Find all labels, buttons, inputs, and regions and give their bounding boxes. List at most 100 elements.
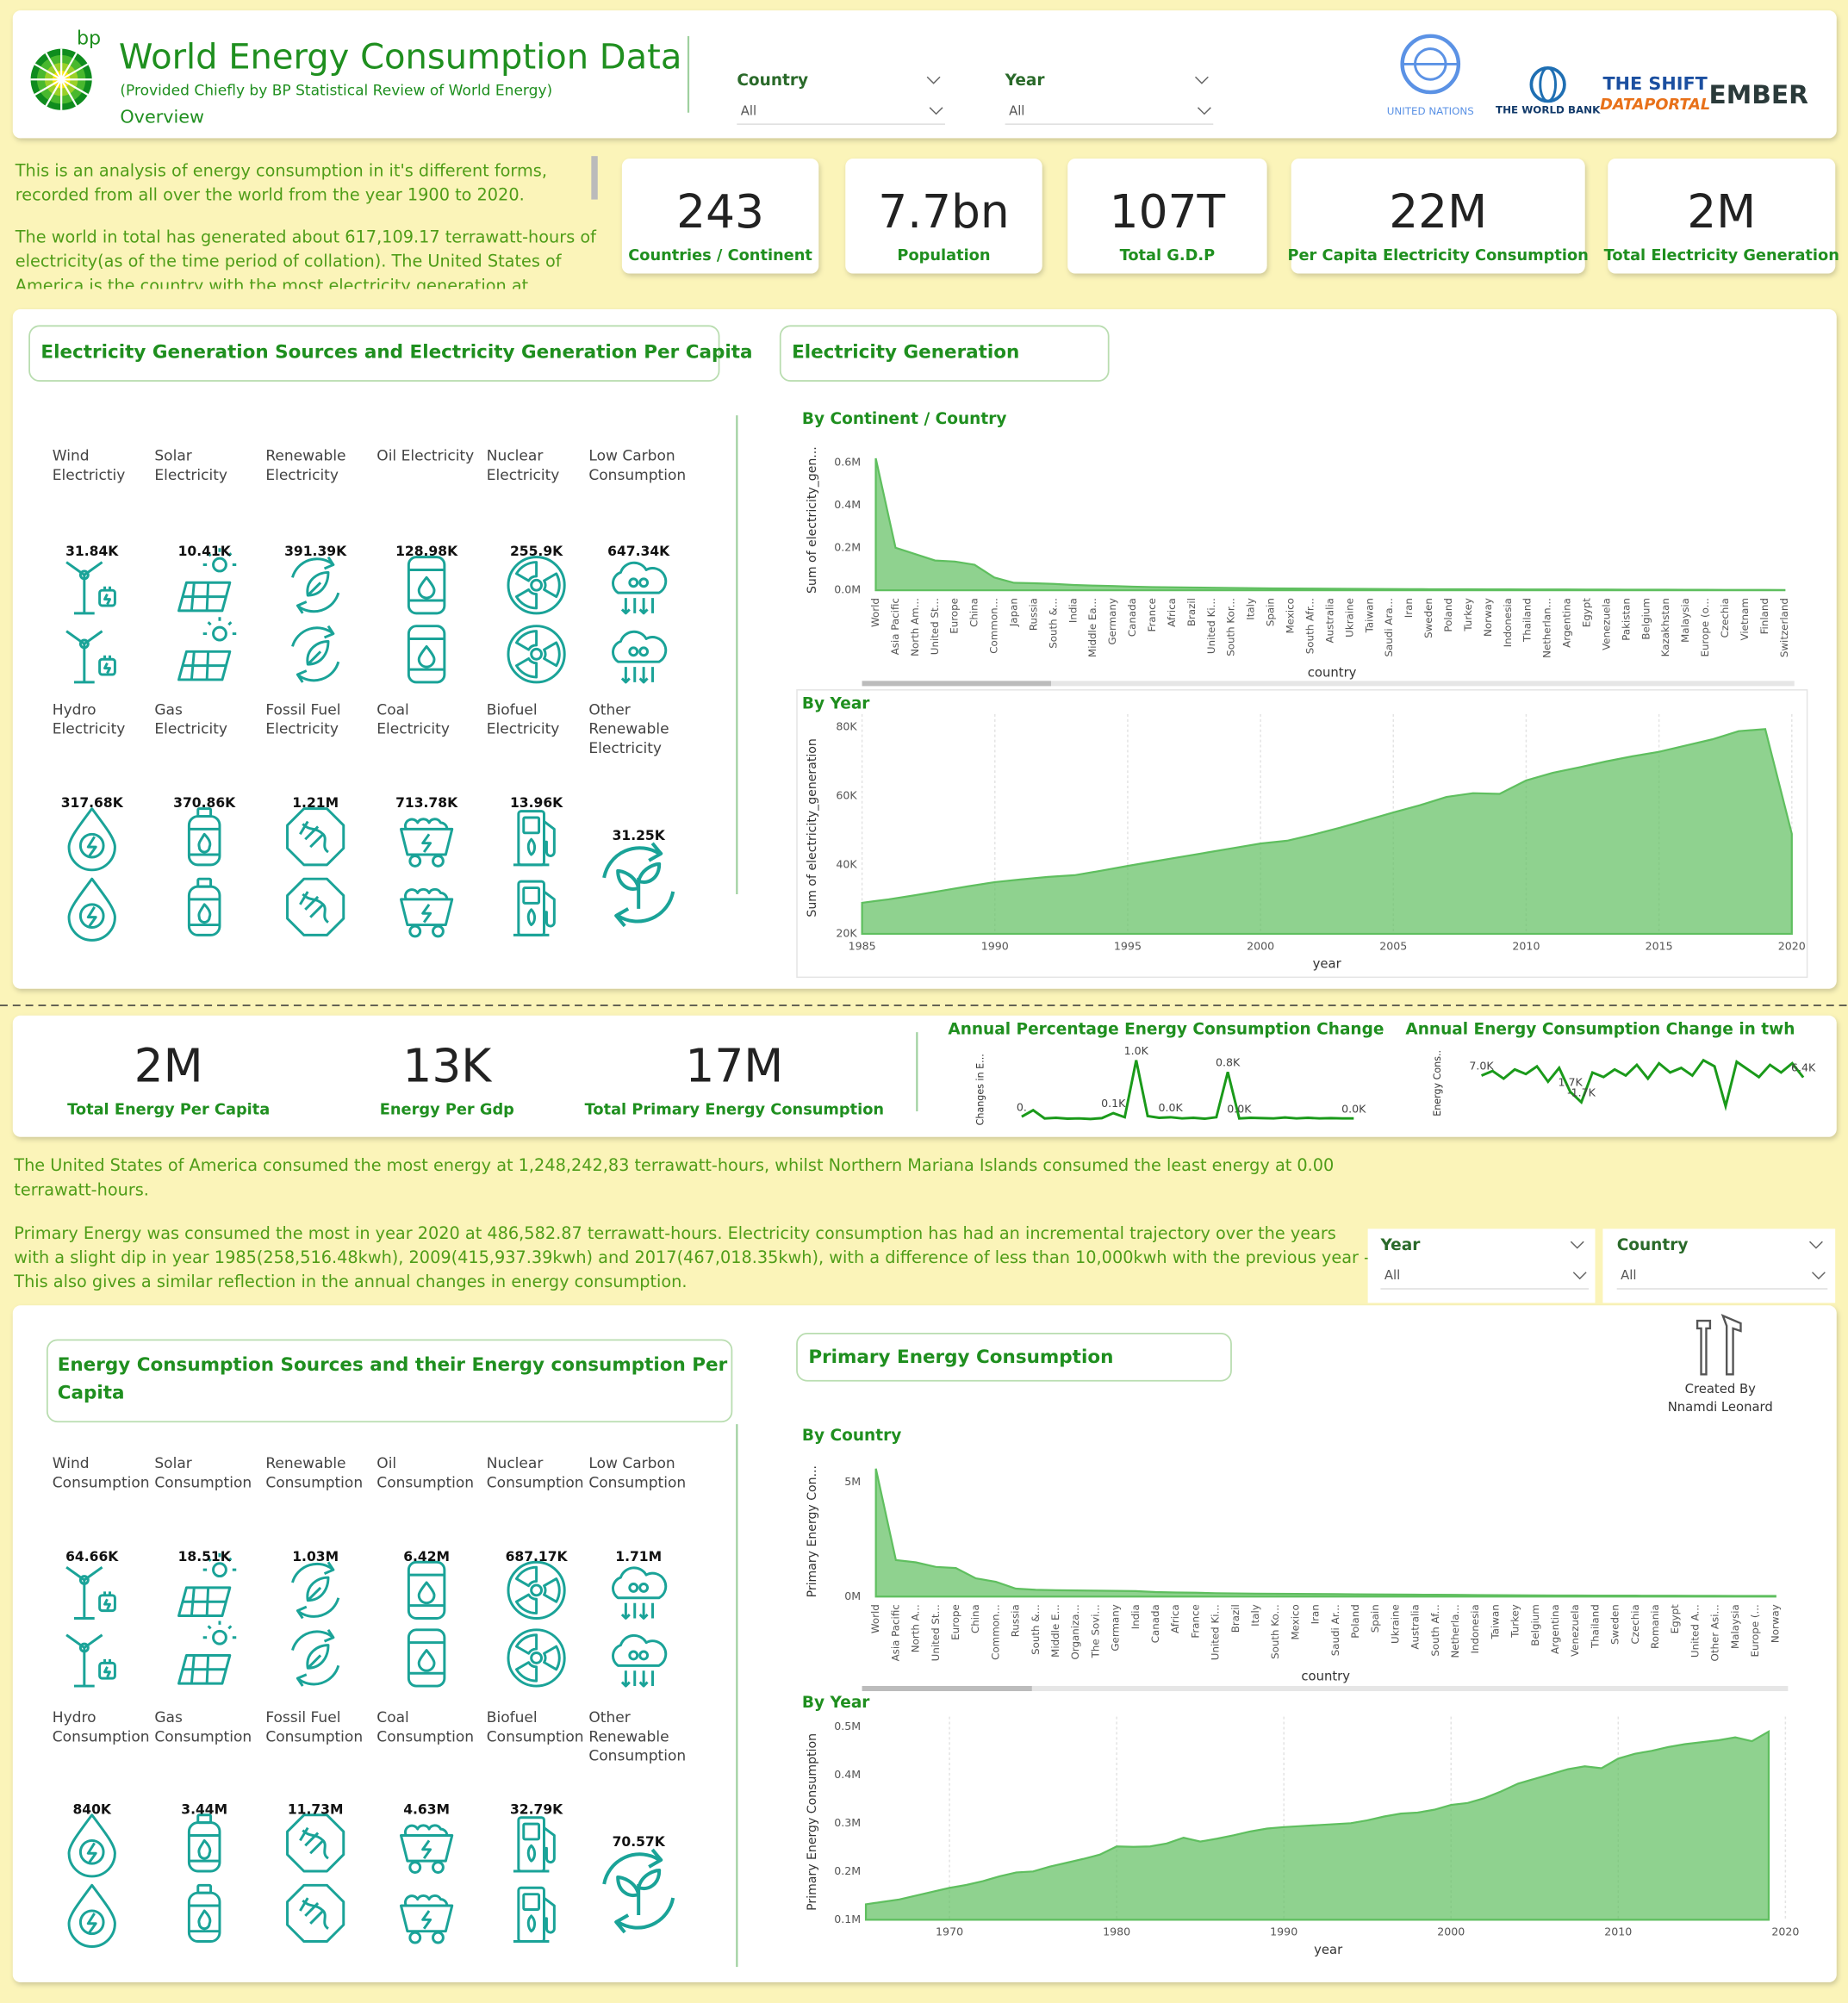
chevron <box>1570 1241 1584 1249</box>
icon-part <box>530 1652 544 1664</box>
x-tick-label: 2005 <box>1379 939 1407 952</box>
slicer[interactable]: Year All <box>1005 72 1214 125</box>
icon-part <box>299 1897 329 1930</box>
icon <box>407 1628 446 1688</box>
icon <box>291 556 340 614</box>
x-tick-label: Turkey <box>1509 1604 1521 1639</box>
icon-part <box>408 1573 445 1608</box>
slicer[interactable]: Country All <box>737 72 945 125</box>
section-title: Capita <box>58 1383 125 1404</box>
icon-part <box>638 1650 650 1661</box>
source-label: Electricity <box>265 467 339 484</box>
source-label: Gas <box>154 702 183 719</box>
x-tick-label: Russia <box>1010 1604 1022 1637</box>
icon <box>65 630 116 684</box>
icon <box>612 630 668 684</box>
icon <box>507 625 566 684</box>
icon-part <box>417 1649 436 1672</box>
icon <box>286 1813 345 1873</box>
icon-part <box>515 588 538 610</box>
icon-part <box>286 1883 345 1944</box>
slicer[interactable]: Country All <box>1617 1236 1828 1290</box>
kpi-card <box>1608 159 1836 274</box>
icon <box>399 1894 454 1944</box>
icon-part <box>515 1661 538 1683</box>
source-value: 1.21M <box>292 795 339 811</box>
x-tick-label: Thailand <box>1589 1604 1601 1649</box>
x-axis-label: country <box>1308 666 1357 681</box>
x-tick-label: Thailand <box>1521 598 1534 643</box>
icon <box>513 880 556 936</box>
x-tick-label: Sweden <box>1422 598 1434 638</box>
source-value: 1.03M <box>292 1549 339 1564</box>
icon-part <box>103 655 111 675</box>
source-label: Fossil Fuel <box>265 702 340 719</box>
icon-part <box>543 641 561 668</box>
x-tick-label: Brazil <box>1185 598 1198 626</box>
icon-part <box>189 827 220 856</box>
icon-part <box>78 1575 90 1585</box>
y-axis-label: Primary Energy Con... <box>806 1465 819 1597</box>
x-tick-label: 1985 <box>849 939 876 952</box>
icon <box>513 1816 556 1873</box>
x-tick-label: Kazakhstan <box>1659 598 1671 656</box>
source-label: Consumption <box>588 1474 686 1491</box>
icon-part <box>65 561 103 615</box>
source-label: Consumption <box>53 1474 150 1491</box>
x-tick-label: Norway <box>1769 1604 1781 1643</box>
icon-part <box>399 1834 454 1863</box>
x-tick-label: India <box>1067 598 1079 623</box>
icon-part <box>78 1838 105 1865</box>
icon-part <box>202 617 237 636</box>
section-title-box <box>779 325 1110 382</box>
x-tick-label: 2000 <box>1247 939 1274 952</box>
icon-part <box>530 578 544 592</box>
page-name: Overview <box>120 107 204 128</box>
chart-title: By Continent / Country <box>802 410 1006 428</box>
icon <box>399 818 454 868</box>
source-label: Electricity <box>154 467 227 484</box>
source-label: Electrictiy <box>53 467 126 484</box>
source-label: Electricity <box>487 467 560 484</box>
source-value: 4.63M <box>403 1801 450 1817</box>
kpi-value: 2M <box>134 1039 203 1093</box>
icon-part <box>399 827 454 856</box>
source-label: Other <box>588 1709 630 1726</box>
icon-part <box>612 1566 668 1600</box>
logo-ray <box>60 78 89 96</box>
y-tick-label: 60K <box>836 788 857 801</box>
slicer-value: All <box>1009 103 1024 118</box>
icon-part <box>212 625 227 642</box>
icon-part <box>628 1650 639 1661</box>
title: World Energy Consumption Data <box>119 38 681 78</box>
x-tick-label: 1990 <box>1270 1925 1297 1938</box>
x-tick-label: Venezuela <box>1600 598 1612 650</box>
y-tick-label: 0.2M <box>834 540 861 553</box>
icon-part <box>620 598 654 615</box>
y-tick-label: 40K <box>836 857 857 870</box>
slicer[interactable]: Year All <box>1379 1236 1590 1290</box>
section-card <box>12 1305 1837 1982</box>
y-tick-label: 0.2M <box>834 1864 861 1877</box>
icon-part <box>78 638 90 650</box>
icon-part <box>407 1628 446 1688</box>
area <box>861 728 1793 936</box>
icon-part <box>291 625 340 683</box>
source-value: 317.68K <box>61 795 124 811</box>
x-tick-label: Iran <box>1310 1604 1322 1624</box>
x-tick-label: Common... <box>989 1604 1001 1660</box>
icon-part <box>543 1645 561 1671</box>
source-label: Consumption <box>154 1728 252 1745</box>
icon-part <box>67 1813 116 1878</box>
icon-part <box>299 1826 329 1860</box>
x-tick-label: Netherla... <box>1449 1604 1461 1658</box>
icon-part <box>408 1931 422 1944</box>
x-tick-label: Europe (o... <box>1699 598 1711 656</box>
icon-part <box>202 1620 237 1639</box>
x-tick-label: 1995 <box>1114 939 1142 952</box>
source-value: 11.73M <box>288 1801 344 1817</box>
x-tick-label: Italy <box>1245 598 1257 620</box>
icon <box>177 1552 237 1618</box>
icon-part <box>286 877 345 936</box>
source-value: 3.44M <box>181 1801 227 1817</box>
